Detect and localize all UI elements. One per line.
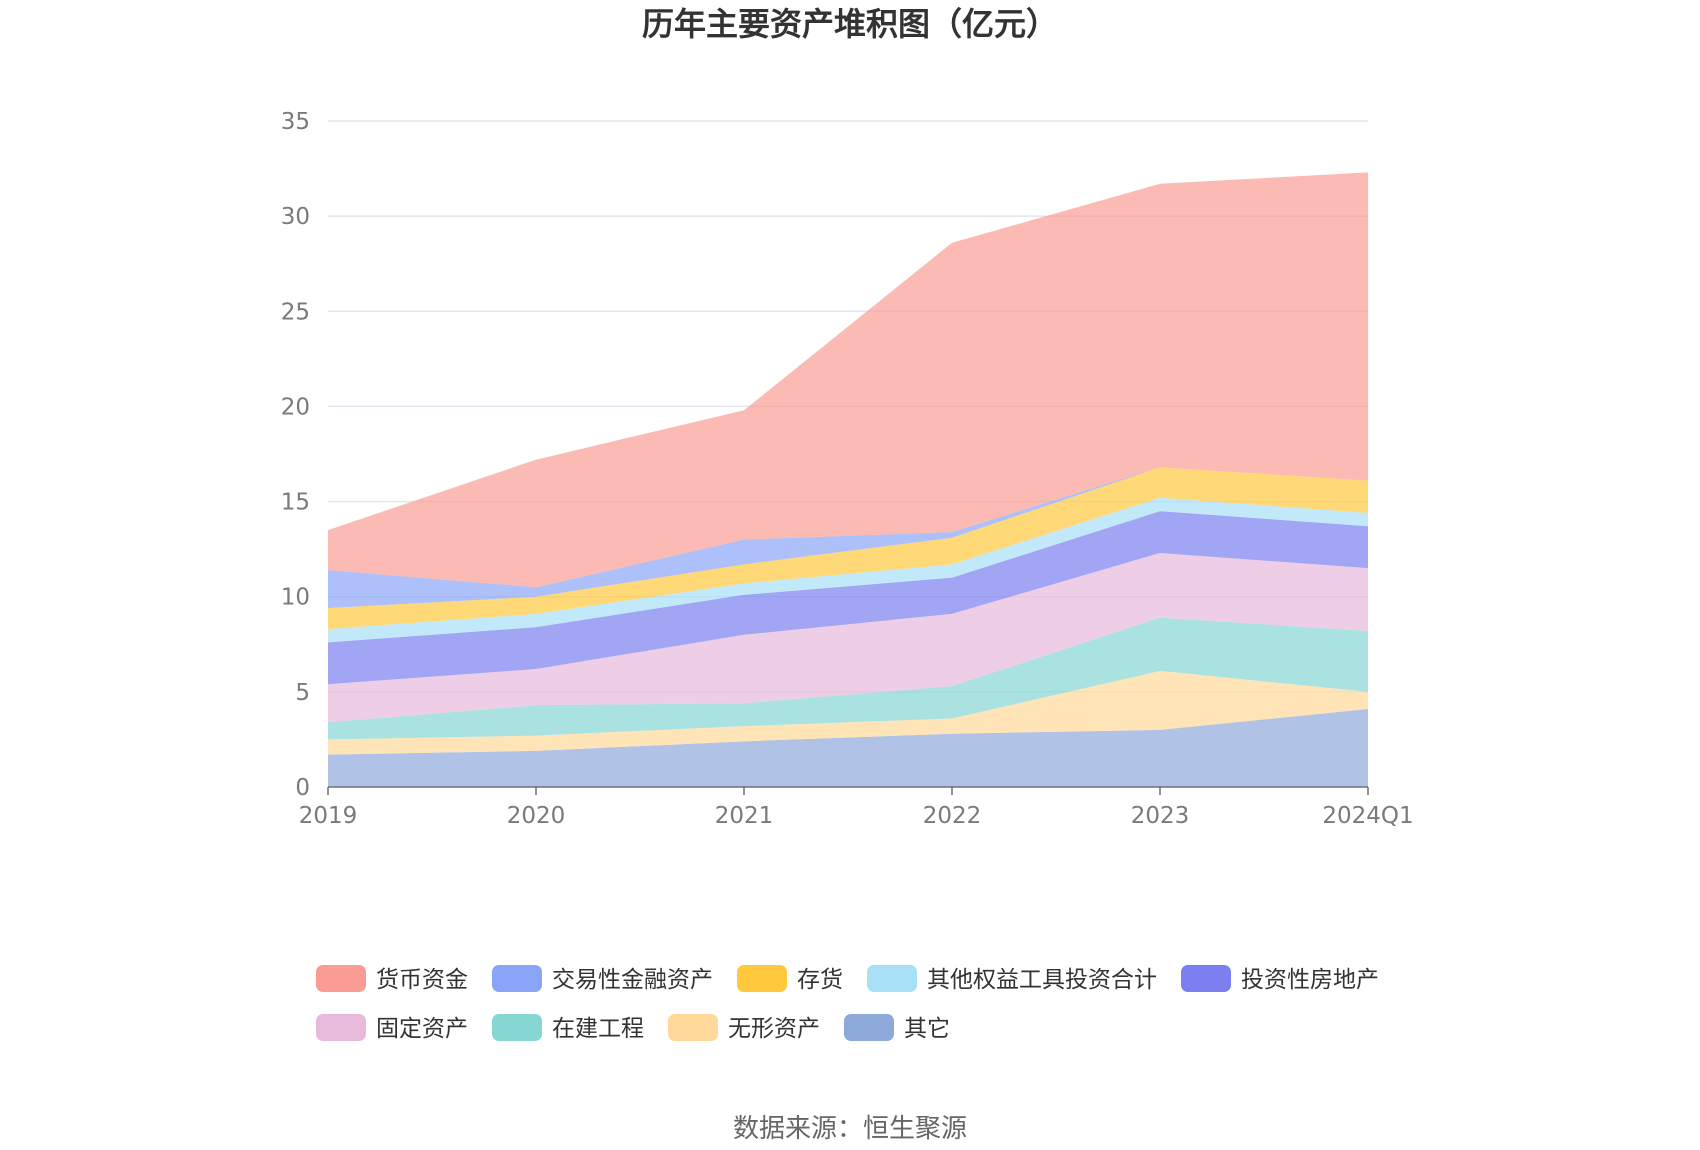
area-series-4 bbox=[328, 511, 1368, 685]
legend-swatch bbox=[492, 1014, 542, 1041]
legend-item-label: 固定资产 bbox=[376, 1016, 468, 1042]
y-tick-label: 10 bbox=[281, 585, 310, 611]
chart-title: 历年主要资产堆积图（亿元） bbox=[642, 5, 1058, 43]
legend-item-label: 其它 bbox=[904, 1016, 950, 1042]
x-tick-label: 2022 bbox=[923, 803, 982, 829]
legend-swatch bbox=[316, 1014, 366, 1041]
legend-item-label: 无形资产 bbox=[728, 1016, 820, 1042]
legend-item-label: 其他权益工具投资合计 bbox=[927, 967, 1157, 993]
area-series-8 bbox=[328, 172, 1368, 588]
legend-item-label: 存货 bbox=[797, 967, 843, 993]
legend-item-label: 交易性金融资产 bbox=[552, 967, 713, 993]
y-tick-label: 5 bbox=[295, 680, 310, 706]
legend-item-label: 在建工程 bbox=[552, 1016, 644, 1042]
axes: 2019 2020 2021 2022 2023 2024Q1 bbox=[299, 786, 1414, 829]
y-tick-label: 0 bbox=[295, 775, 310, 801]
legend-swatch bbox=[844, 1014, 894, 1041]
y-tick-label: 35 bbox=[281, 109, 310, 135]
area-series-5 bbox=[328, 497, 1368, 643]
x-tick-label: 2021 bbox=[715, 803, 774, 829]
stacked-areas bbox=[328, 172, 1368, 787]
area-series-0 bbox=[328, 708, 1368, 787]
area-series-3 bbox=[328, 552, 1368, 723]
legend-swatch bbox=[737, 965, 787, 992]
x-tick-label: 2024Q1 bbox=[1322, 803, 1413, 829]
x-tick-label: 2023 bbox=[1131, 803, 1190, 829]
legend-swatch bbox=[1181, 965, 1231, 992]
y-tick-label: 20 bbox=[281, 394, 310, 420]
source-note: 数据来源：恒生聚源 bbox=[733, 1114, 967, 1144]
area-series-2 bbox=[328, 617, 1368, 740]
legend-swatch bbox=[668, 1014, 718, 1041]
legend-swatch bbox=[316, 965, 366, 992]
legend-item-label: 投资性房地产 bbox=[1241, 967, 1379, 993]
y-tick-label: 30 bbox=[281, 204, 310, 230]
x-tick-label: 2019 bbox=[299, 803, 358, 829]
area-series-6 bbox=[328, 467, 1368, 630]
legend-swatch bbox=[867, 965, 917, 992]
legend-swatch bbox=[492, 965, 542, 992]
area-series-1 bbox=[328, 670, 1368, 755]
x-tick-label: 2020 bbox=[507, 803, 566, 829]
y-tick-label: 25 bbox=[281, 299, 310, 325]
y-tick-label: 15 bbox=[281, 490, 310, 516]
legend-item-label: 货币资金 bbox=[376, 967, 468, 993]
area-series-7 bbox=[328, 467, 1368, 609]
